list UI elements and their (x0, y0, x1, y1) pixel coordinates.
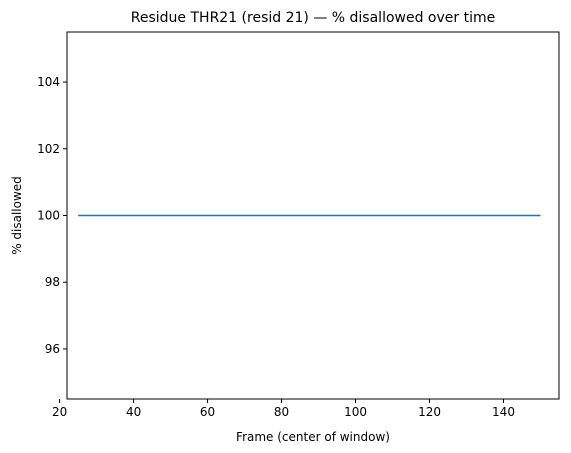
x-axis-label: Frame (center of window) (236, 430, 390, 444)
y-tick-label: 100 (37, 209, 60, 223)
y-tick-label: 96 (45, 342, 60, 356)
y-tick-label: 104 (37, 75, 60, 89)
y-tick-label: 102 (37, 142, 60, 156)
x-tick-label: 20 (52, 405, 67, 419)
x-tick-label: 60 (200, 405, 215, 419)
x-tick-label: 120 (418, 405, 441, 419)
y-axis-label: % disallowed (10, 176, 24, 255)
x-tick-label: 100 (344, 405, 367, 419)
x-tick-label: 40 (126, 405, 141, 419)
x-axis: 20 40 60 80 100 120 140 (52, 399, 515, 419)
y-tick-label: 98 (45, 275, 60, 289)
y-axis: 96 98 100 102 104 (37, 75, 67, 356)
x-tick-label: 80 (274, 405, 289, 419)
x-tick-label: 140 (492, 405, 515, 419)
chart-title: Residue THR21 (resid 21) — % disallowed … (131, 10, 495, 26)
